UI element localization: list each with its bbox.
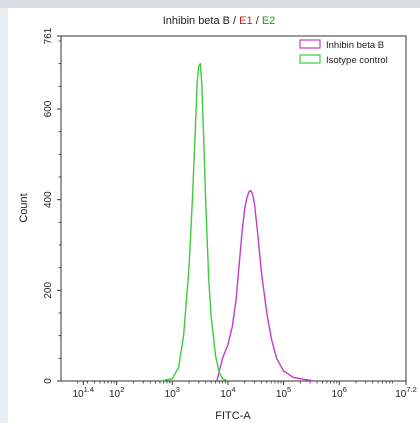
title-part: E2: [262, 15, 275, 27]
window-top-strip: [0, 0, 420, 8]
plot-border: [60, 35, 407, 382]
y-tick-label: 600: [43, 100, 54, 117]
series-line-inhibin-beta-b: [216, 189, 315, 382]
title-part: Inhibin beta B: [163, 15, 230, 27]
y-axis-ticks: 0 200 400 600 761: [43, 27, 61, 384]
x-axis-label: FITC-A: [215, 410, 251, 422]
legend-swatch: [299, 54, 321, 64]
title-part: E1: [239, 15, 252, 27]
x-tick-label: 104: [220, 385, 235, 400]
y-tick-label: 400: [43, 191, 54, 208]
y-tick-label: 0: [43, 378, 54, 384]
legend: Inhibin beta B Isotype control: [299, 39, 388, 66]
chart-title: Inhibin beta B / E1 / E2: [163, 15, 276, 27]
legend-swatch: [299, 39, 321, 49]
x-tick-label: 106: [332, 385, 347, 400]
legend-label: Isotype control: [326, 55, 388, 66]
x-tick-label: 102: [109, 385, 124, 400]
title-part: /: [230, 15, 239, 27]
plot-area: [60, 35, 407, 382]
y-axis-label: Count: [18, 193, 30, 222]
title-part: /: [253, 15, 262, 27]
legend-label: Inhibin beta B: [326, 40, 384, 51]
x-tick-label: 103: [165, 385, 180, 400]
x-tick-label: 107.2: [395, 385, 417, 400]
x-tick-label: 101.4: [72, 385, 94, 400]
y-tick-label: 200: [43, 282, 54, 299]
chart-panel: [8, 8, 420, 423]
x-axis-ticks: 101.4 102 103 104 105 106 107.2: [72, 381, 417, 400]
x-tick-label: 105: [276, 385, 291, 400]
series-layer: [160, 63, 315, 382]
y-tick-label: 761: [43, 27, 54, 44]
series-line-isotype-control: [160, 63, 229, 382]
